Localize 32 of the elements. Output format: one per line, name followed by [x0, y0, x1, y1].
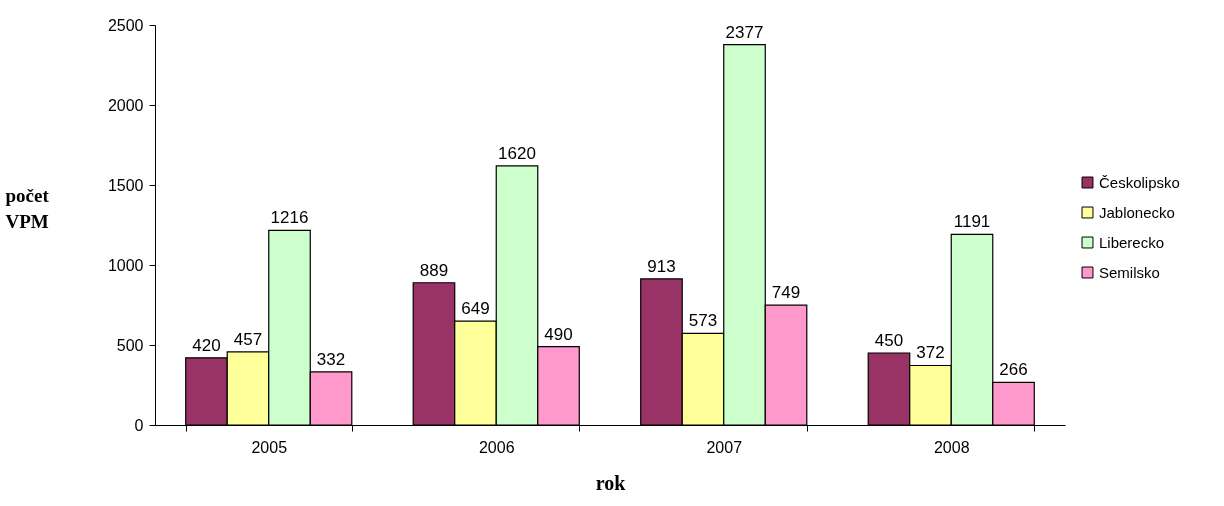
legend-label: Jablonecko: [1099, 203, 1175, 221]
x-tick-label: 2007: [706, 438, 743, 456]
y-tick-label: 1500: [107, 176, 144, 194]
data-label: 2377: [725, 22, 764, 42]
data-label: 749: [771, 283, 801, 303]
data-label: 889: [419, 260, 449, 280]
y-tick-label: 0: [134, 416, 144, 434]
data-label: 1191: [953, 212, 991, 232]
x-tick-label: 2005: [251, 438, 288, 456]
data-label: 450: [874, 331, 904, 350]
data-label: 332: [316, 349, 346, 369]
legend-label: Semilsko: [1099, 263, 1160, 281]
data-label: 457: [233, 329, 263, 349]
data-label: 649: [461, 299, 490, 319]
data-label: 1216: [270, 208, 309, 228]
y-tick-label: 1000: [107, 256, 144, 274]
y-tick-label: 2500: [107, 16, 144, 34]
data-label: 420: [192, 335, 221, 355]
legend-label: Liberecko: [1099, 233, 1165, 251]
y-tick-label: 2000: [107, 96, 144, 114]
legend-label: Českolipsko: [1099, 173, 1180, 191]
data-label: 266: [999, 360, 1028, 380]
data-label: 490: [544, 324, 573, 344]
y-axis-title: počet VPM: [5, 184, 50, 232]
data-label: 1620: [498, 143, 536, 163]
x-tick-label: 2006: [478, 438, 515, 456]
data-label: 913: [647, 256, 676, 276]
x-axis-title: rok: [595, 471, 627, 494]
data-label: 372: [916, 343, 945, 363]
x-tick-label: 2008: [933, 438, 970, 456]
data-label: 573: [688, 311, 718, 331]
y-tick-label: 500: [116, 336, 144, 354]
